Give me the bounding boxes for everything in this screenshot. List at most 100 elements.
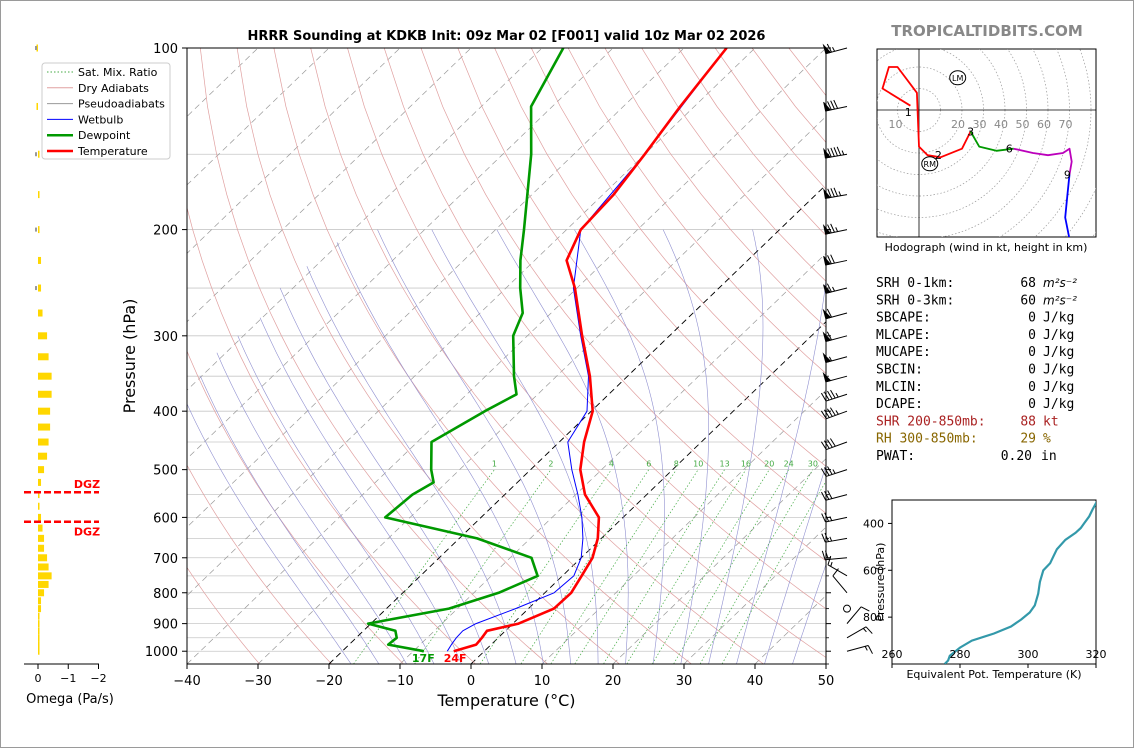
legend: Sat. Mix. Ratio Dry Adiabats Pseudoadiabat… <box>41 62 171 160</box>
stat-label: SRH 0-1km: <box>876 276 954 291</box>
wind-barb-full <box>830 188 835 198</box>
omega-bar <box>38 641 40 649</box>
stat-unit: kt <box>1043 414 1059 429</box>
omega-bar <box>38 226 40 234</box>
wind-barb-flag <box>822 43 832 55</box>
y-tick-label: 300 <box>153 330 178 345</box>
x-tick-label: −40 <box>173 674 200 689</box>
y-tick-label: 700 <box>153 552 178 567</box>
wind-barb-half <box>841 150 845 155</box>
omega-bar <box>38 452 48 460</box>
mixing-ratio-label: 36 <box>828 460 838 469</box>
stat-label: DCAPE: <box>876 397 923 412</box>
wind-barb-flag <box>823 188 832 199</box>
wind-barb-full <box>827 188 832 198</box>
x-tick-label: 20 <box>605 674 622 689</box>
wind-barb-full <box>827 148 832 158</box>
hodograph-height-label: 3 <box>967 126 974 139</box>
wind-barb-full <box>824 512 830 522</box>
omega-bar <box>38 438 49 446</box>
hodograph-lm-marker <box>949 70 967 86</box>
omega-bar <box>38 634 40 642</box>
isotherm <box>399 252 826 664</box>
surface-dewpoint-label: 17F <box>412 652 435 665</box>
dry-adiabat <box>273 48 692 664</box>
mixing-ratio-line <box>673 469 789 664</box>
omega-marker <box>35 286 37 291</box>
mixing-ratio-line <box>353 469 495 664</box>
mixing-ratio-label: 6 <box>646 460 651 469</box>
mixing-ratio-label: 24 <box>784 460 794 469</box>
pseudoadiabat <box>764 464 826 664</box>
stat-label: PWAT: <box>876 449 915 464</box>
wind-barb-flag <box>822 371 832 383</box>
y-tick-label: 400 <box>153 405 178 420</box>
dgz-label: DGZ <box>74 526 100 539</box>
wind-barb-full <box>826 283 832 293</box>
mixing-ratio-line <box>414 469 552 664</box>
skewt-plot-area: 1 2 4 6 8 10 13 16 20 24 30 36 <box>187 48 838 664</box>
omega-bar <box>38 563 49 571</box>
wind-barb-half <box>828 356 832 362</box>
wind-barb-full <box>833 99 839 109</box>
isotherm <box>187 48 756 597</box>
mixing-ratio-line <box>626 469 747 664</box>
hodograph-ring-label: 60 <box>1037 118 1051 131</box>
wind-barb-full <box>827 490 833 499</box>
omega-bar <box>38 544 45 552</box>
stat-label: SBCIN: <box>876 363 923 378</box>
omega-bar <box>38 309 43 317</box>
legend-label: Sat. Mix. Ratio <box>78 66 158 79</box>
hodograph-plot-area: 10 20 30 40 50 60 70 LM RM 1 2 3 6 9 <box>877 49 1096 237</box>
dry-adiabat <box>494 48 826 467</box>
omega-bar <box>38 478 42 486</box>
wind-barb-half <box>862 628 867 633</box>
wind-barb-staff <box>846 645 869 652</box>
omega-bar <box>38 627 40 635</box>
pseudoadiabat <box>496 229 629 664</box>
theta-e-x-tick-label: 320 <box>1086 648 1107 661</box>
x-tick-label: 50 <box>818 674 835 689</box>
stat-value: 0.20 <box>1001 449 1032 464</box>
hodograph-caption: Hodograph (wind in kt, height in km) <box>885 241 1088 254</box>
wind-barb-flag <box>823 284 832 294</box>
omega-bar <box>38 491 40 499</box>
omega-bar <box>38 589 45 597</box>
wind-barb-staff <box>826 441 848 451</box>
pseudoadiabat <box>279 287 490 664</box>
hodograph-height-label: 2 <box>935 149 942 162</box>
wind-barb-half <box>838 191 842 196</box>
wind-barb-flag <box>822 331 832 342</box>
wind-barb-flag <box>822 223 832 235</box>
pseudoadiabat <box>237 335 435 664</box>
stat-label: MUCAPE: <box>876 345 931 360</box>
wind-barb-full <box>826 308 832 318</box>
wind-barb-full <box>827 390 833 400</box>
temperature-profile <box>453 48 728 653</box>
y-tick-label: 900 <box>153 618 178 633</box>
wind-barb-full <box>827 255 832 264</box>
wind-barb-full <box>830 254 835 264</box>
omega-bar <box>38 284 42 292</box>
stat-value: 60 <box>1020 293 1036 308</box>
wind-barb-full <box>823 440 830 449</box>
wind-barb-full <box>826 408 833 417</box>
dry-adiabat <box>187 464 332 664</box>
mixing-ratio-line <box>651 469 770 664</box>
dry-adiabat <box>187 566 260 664</box>
wind-barb-full <box>820 392 827 402</box>
pseudoadiabat <box>431 229 599 664</box>
theta-e-y-tick-label: 600 <box>863 564 884 577</box>
pseudoadiabat <box>306 266 517 664</box>
hodograph-trace <box>1013 147 1073 175</box>
isotherm <box>257 115 826 664</box>
stat-label: RH 300-850mb: <box>876 432 978 447</box>
dry-adiabat <box>567 48 826 374</box>
wind-barb-flag <box>822 308 832 320</box>
mixing-ratio-label: 10 <box>693 460 703 469</box>
wind-barb-staff <box>826 410 848 420</box>
wind-barb-half <box>835 227 839 232</box>
zero-isotherm <box>470 321 826 664</box>
wind-barb-full <box>821 550 826 560</box>
legend-label: Dewpoint <box>78 129 131 142</box>
